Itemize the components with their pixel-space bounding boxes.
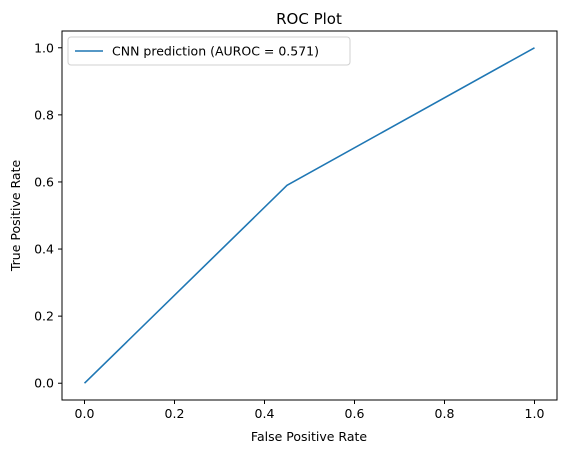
- y-tick-label: 0.0: [34, 376, 54, 391]
- x-tick-label: 0.2: [165, 406, 185, 421]
- y-axis-ticks: 0.0 0.2 0.4 0.6 0.8 1.0: [34, 40, 62, 391]
- series-layer: [83, 47, 535, 384]
- chart-title: ROC Plot: [276, 10, 342, 28]
- y-tick-label: 1.0: [34, 40, 54, 55]
- legend-label-cnn: CNN prediction (AUROC = 0.571): [112, 44, 319, 59]
- y-tick-label: 0.2: [34, 309, 54, 324]
- legend: CNN prediction (AUROC = 0.571): [67, 36, 351, 66]
- x-axis-ticks: 0.0 0.2 0.4 0.6 0.8 1.0: [75, 400, 545, 421]
- x-tick-label: 1.0: [525, 406, 545, 421]
- x-tick-label: 0.6: [345, 406, 365, 421]
- x-tick-label: 0.4: [255, 406, 275, 421]
- y-tick-label: 0.8: [34, 107, 54, 122]
- x-tick-label: 0.0: [75, 406, 95, 421]
- series-line-cnn: [83, 47, 535, 384]
- y-axis-label: True Positive Rate: [8, 160, 23, 273]
- y-tick-label: 0.4: [34, 242, 54, 257]
- y-tick-label: 0.6: [34, 174, 54, 189]
- legend-box: [67, 36, 351, 66]
- x-tick-label: 0.8: [435, 406, 455, 421]
- x-axis-label: False Positive Rate: [251, 429, 367, 444]
- plot-area: [61, 30, 558, 401]
